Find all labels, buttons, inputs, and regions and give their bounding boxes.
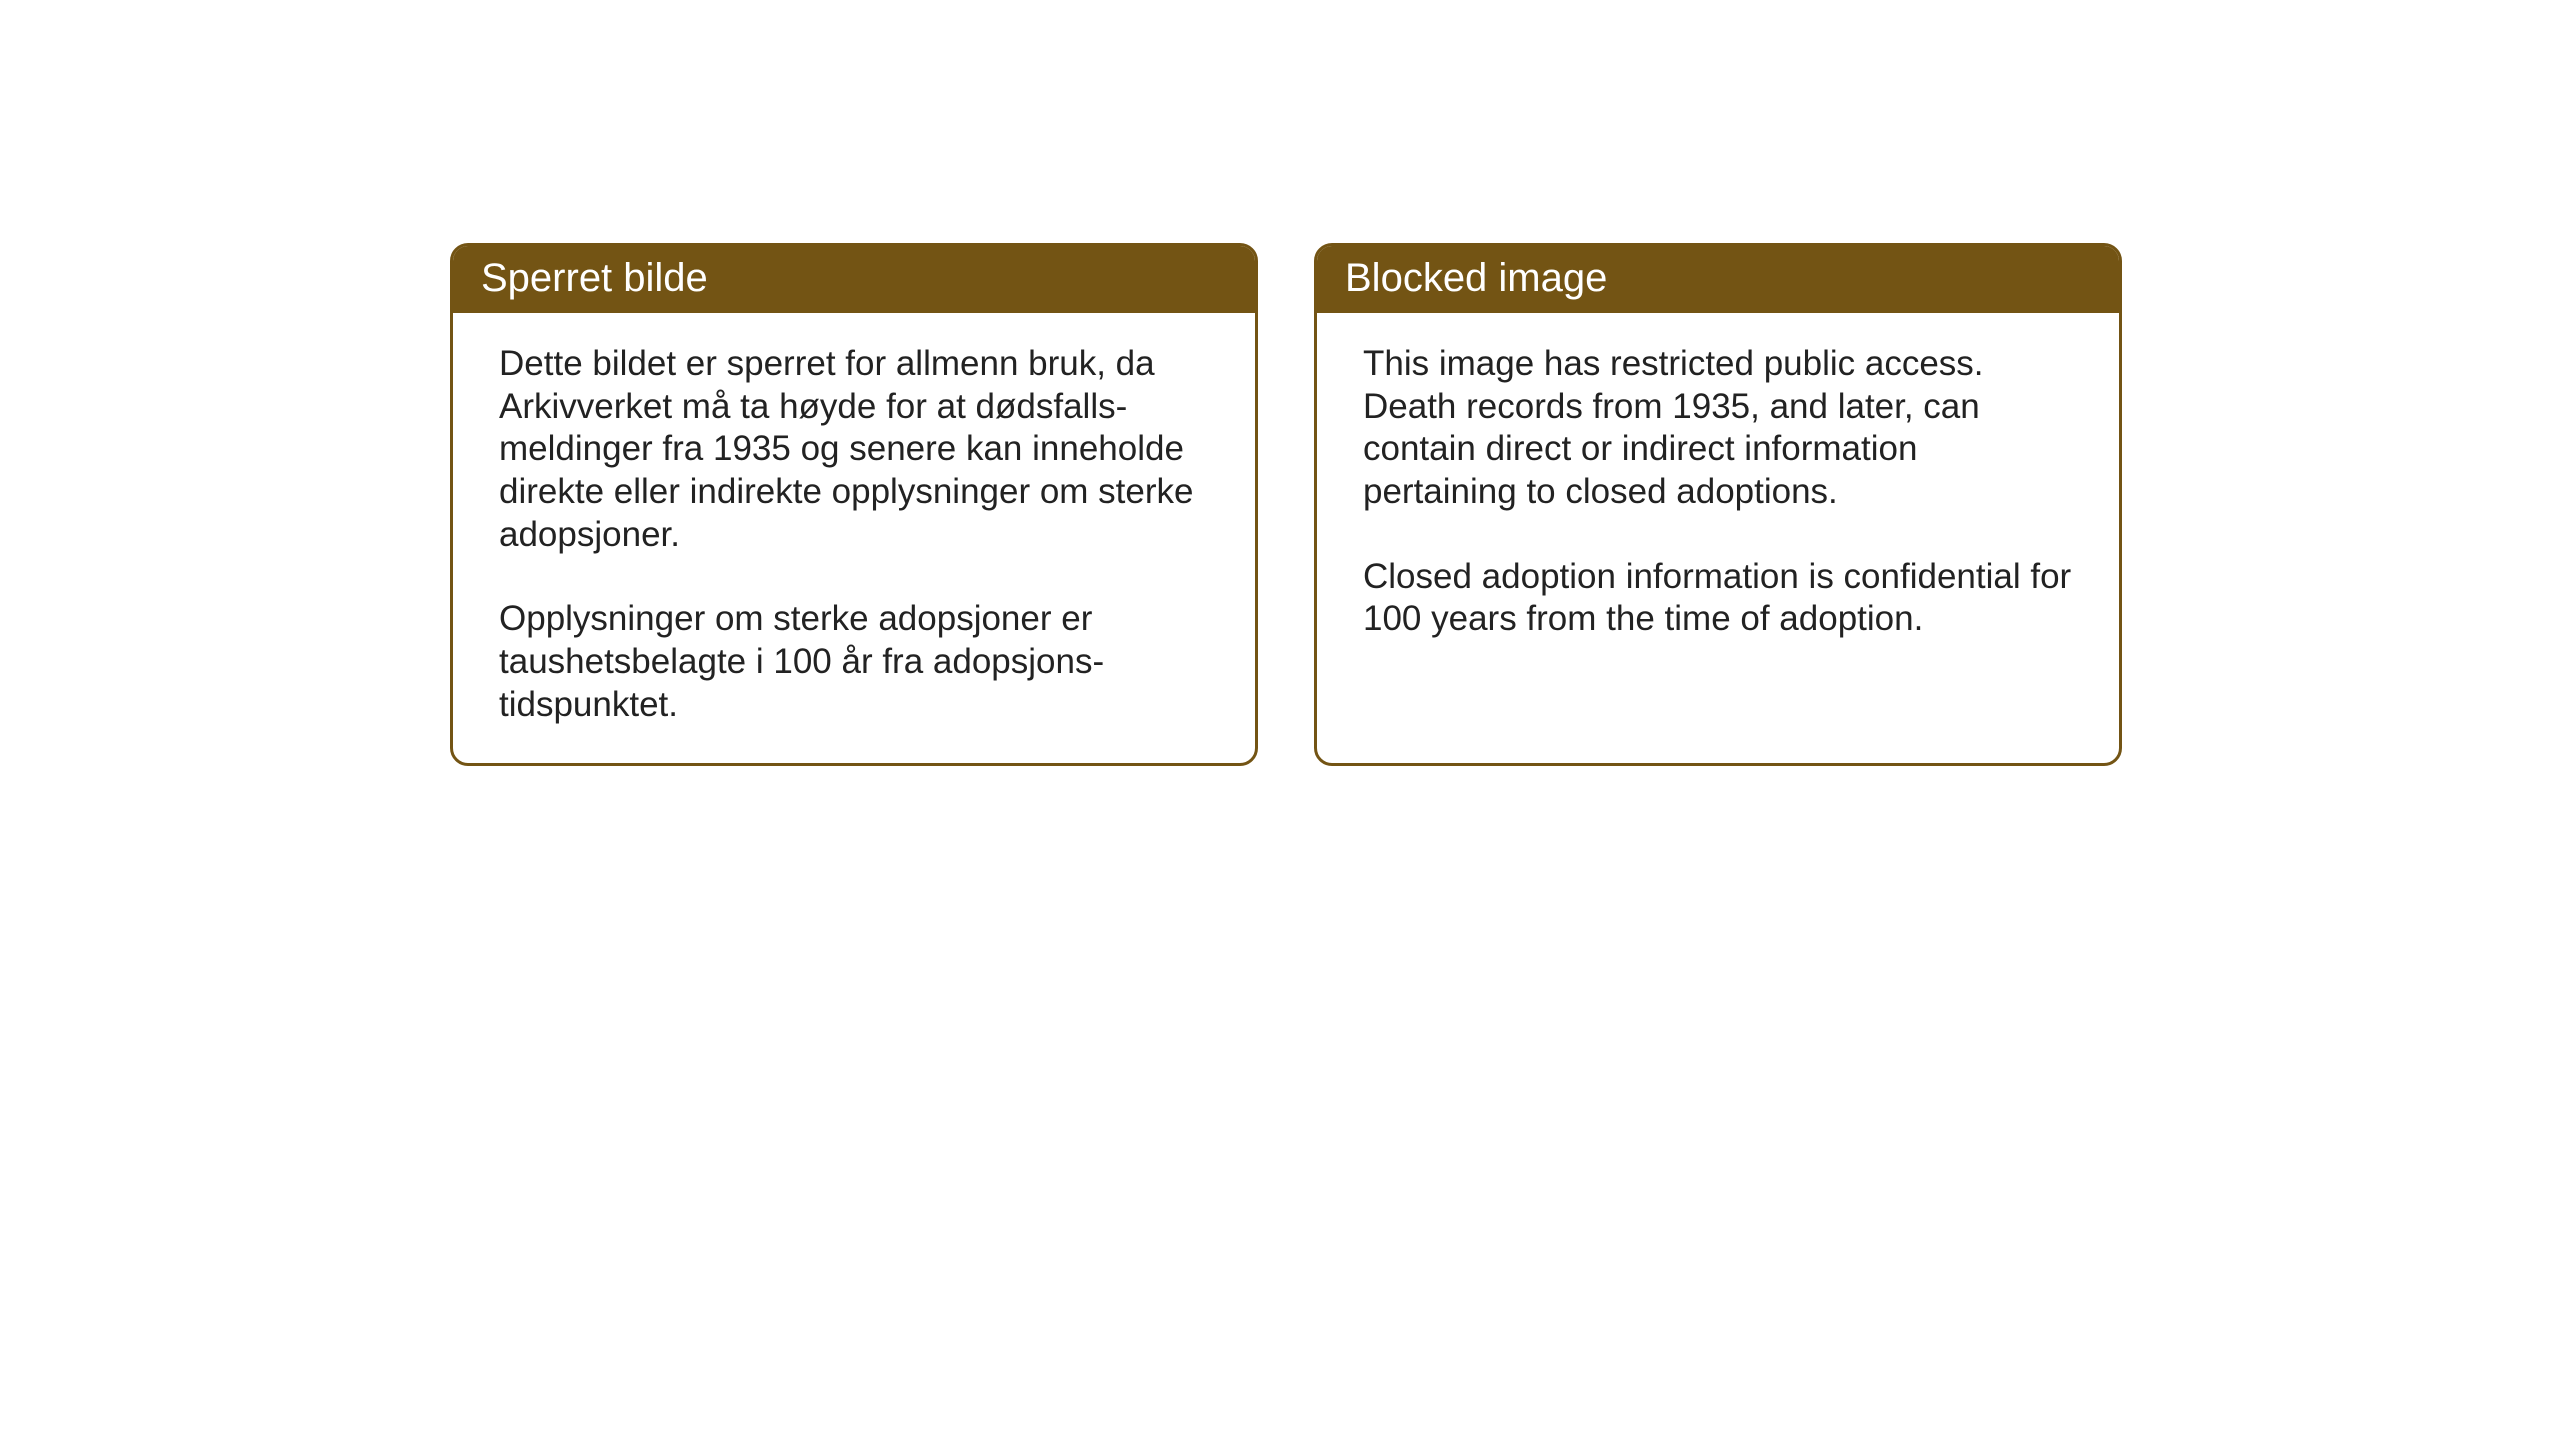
card-paragraph-2-english: Closed adoption information is confident… bbox=[1363, 556, 2073, 641]
notice-card-norwegian: Sperret bilde Dette bildet er sperret fo… bbox=[450, 243, 1258, 766]
card-paragraph-2-norwegian: Opplysninger om sterke adopsjoner er tau… bbox=[499, 598, 1209, 726]
notice-container: Sperret bilde Dette bildet er sperret fo… bbox=[0, 0, 2560, 766]
card-body-norwegian: Dette bildet er sperret for allmenn bruk… bbox=[453, 313, 1255, 763]
card-title-norwegian: Sperret bilde bbox=[453, 246, 1255, 313]
card-title-english: Blocked image bbox=[1317, 246, 2119, 313]
notice-card-english: Blocked image This image has restricted … bbox=[1314, 243, 2122, 766]
card-body-english: This image has restricted public access.… bbox=[1317, 313, 2119, 711]
card-paragraph-1-english: This image has restricted public access.… bbox=[1363, 343, 2073, 514]
card-paragraph-1-norwegian: Dette bildet er sperret for allmenn bruk… bbox=[499, 343, 1209, 556]
